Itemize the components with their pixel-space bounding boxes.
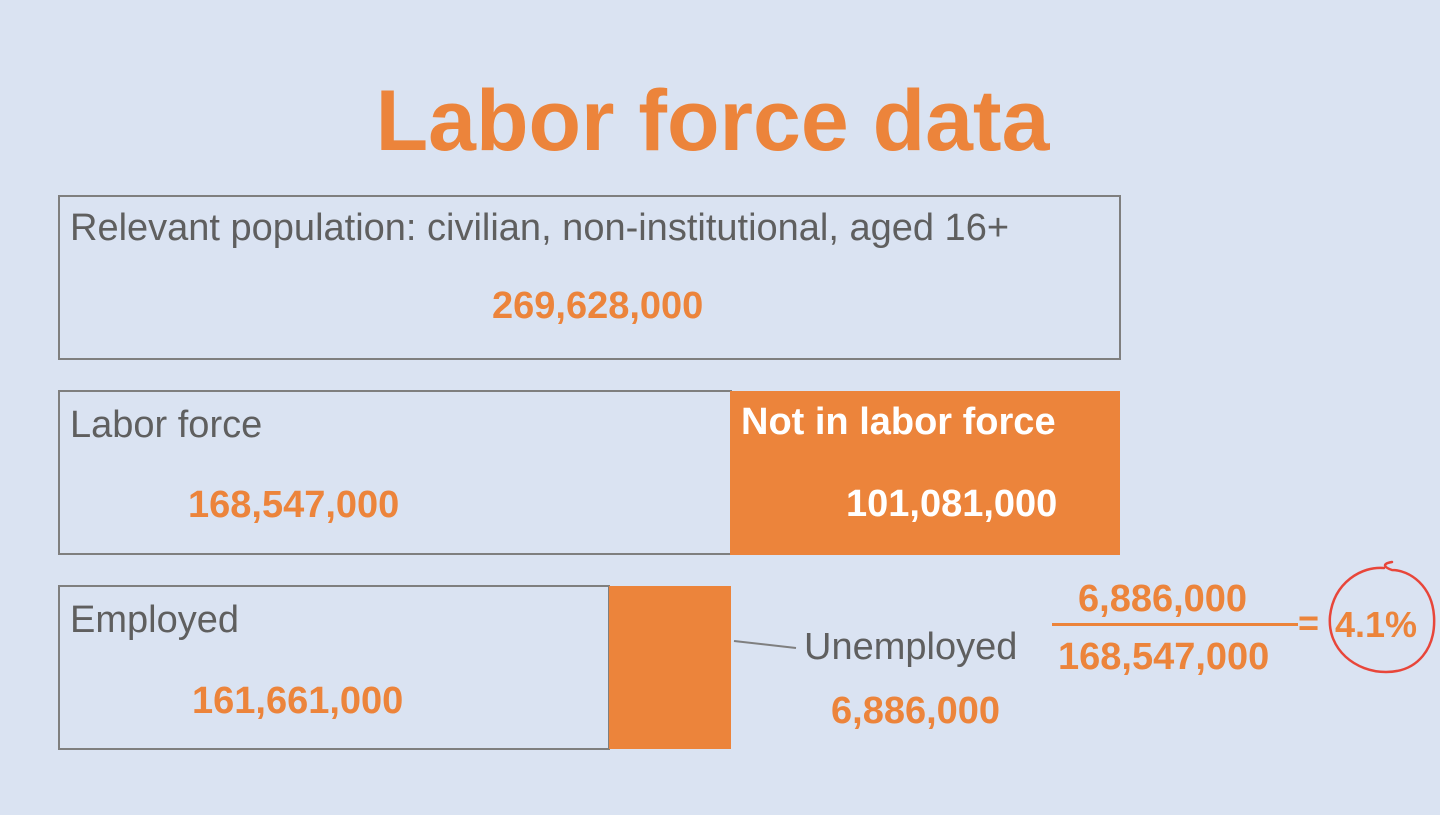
rate-numerator: 6,886,000: [1078, 578, 1248, 620]
employed-value: 161,661,000: [192, 680, 404, 722]
labor-force-box: Labor force 168,547,000: [58, 390, 732, 555]
population-box: Relevant population: civilian, non-insti…: [58, 195, 1121, 360]
not-in-labor-force-value: 101,081,000: [846, 483, 1058, 525]
employed-box: Employed 161,661,000: [58, 585, 610, 750]
population-label: Relevant population: civilian, non-insti…: [70, 207, 1010, 249]
unemployed-block: [609, 586, 731, 749]
not-in-labor-force-box: Not in labor force 101,081,000: [730, 391, 1120, 555]
equals-sign: =: [1298, 602, 1320, 643]
unemployed-label: Unemployed: [804, 626, 1018, 668]
labor-force-value: 168,547,000: [188, 484, 400, 526]
rate-denominator: 168,547,000: [1058, 636, 1270, 678]
rate-result: 4.1%: [1335, 604, 1418, 645]
unemployed-value: 6,886,000: [831, 690, 1001, 732]
annotation-circle-icon: [1328, 560, 1436, 674]
fraction-bar: [1052, 623, 1298, 626]
slide-title: Labor force data: [375, 73, 1050, 169]
not-in-labor-force-label: Not in labor force: [741, 401, 1056, 443]
unemployed-connector: [733, 640, 797, 649]
population-value: 269,628,000: [492, 285, 704, 327]
employed-label: Employed: [70, 599, 239, 641]
labor-force-label: Labor force: [70, 404, 263, 446]
